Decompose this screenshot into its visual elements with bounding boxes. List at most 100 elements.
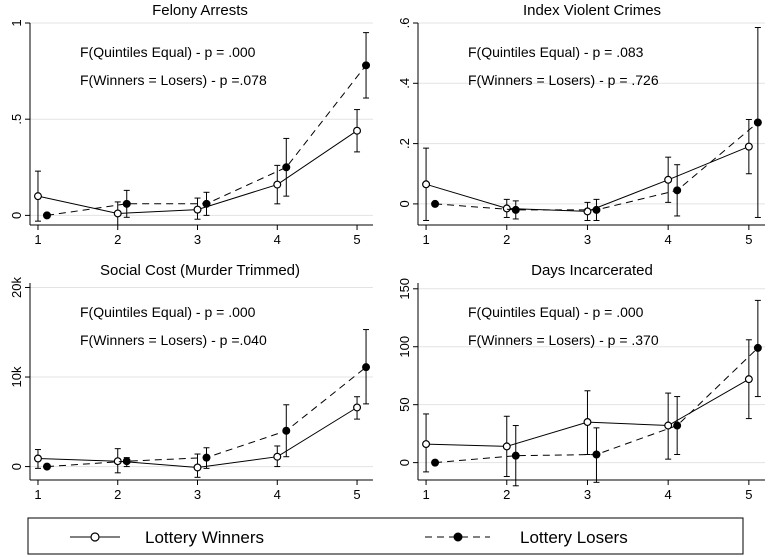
- annotation-2: F(Winners = Losers) - p =.040: [80, 332, 267, 348]
- legend-losers-marker: [453, 532, 463, 542]
- panel-2: Index Violent Crimes 0 .2 .4 .6 1 2 3 4 5 F(Quinti…: [397, 2, 765, 247]
- legend-box: [27, 517, 744, 555]
- y-tick-label: 20k: [9, 277, 24, 298]
- series-losers: [431, 27, 762, 221]
- data-point: [353, 126, 362, 135]
- data-point: [592, 450, 601, 459]
- data-point: [583, 207, 592, 216]
- data-point: [122, 457, 131, 466]
- y-tick-label: 0: [397, 459, 412, 466]
- series-losers: [431, 299, 762, 487]
- data-point: [511, 451, 520, 460]
- legend-winners-marker: [90, 532, 100, 542]
- data-point: [502, 442, 511, 451]
- series-line: [435, 122, 759, 211]
- annotation-2: F(Winners = Losers) - p = .726: [468, 72, 659, 88]
- y-tick-label: 1: [9, 19, 24, 26]
- data-point: [511, 205, 520, 214]
- y-tick-label: .4: [397, 78, 412, 89]
- data-point: [673, 421, 682, 430]
- data-point: [422, 180, 431, 189]
- x-tick-label: 5: [353, 487, 360, 502]
- x-tick-label: 2: [114, 232, 121, 247]
- x-tick-label: 3: [194, 487, 201, 502]
- data-point: [362, 363, 371, 372]
- y-tick-label: .6: [397, 18, 412, 29]
- x-tick-label: 3: [194, 232, 201, 247]
- data-point: [502, 204, 511, 213]
- y-tick-label: 10k: [9, 366, 24, 387]
- series-losers: [42, 32, 371, 220]
- x-tick-label: 4: [665, 487, 672, 502]
- panel-3: Social Cost (Murder Trimmed) 0 10k 20k 1 2 3 4 5…: [9, 262, 373, 502]
- legend: Lottery Winners Lottery Losers: [27, 517, 744, 555]
- annotation-2: F(Winners = Losers) - p = .370: [468, 332, 659, 348]
- annotation-2: F(Winners = Losers) - p =.078: [80, 72, 267, 88]
- panel-title: Index Violent Crimes: [523, 2, 661, 19]
- data-point: [273, 452, 282, 461]
- data-point: [113, 209, 122, 218]
- panel-4: Days Incarcerated 0 50 100 150 1 2 3 4 5 F(Quintil…: [397, 262, 765, 502]
- data-point: [744, 375, 753, 384]
- y-tick-label: 150: [397, 278, 412, 300]
- data-point: [273, 180, 282, 189]
- x-tick-label: 1: [34, 487, 41, 502]
- y-tick-label: 50: [397, 397, 412, 411]
- legend-losers-label: Lottery Losers: [520, 528, 628, 547]
- series-losers: [42, 329, 371, 471]
- x-tick-label: 2: [114, 487, 121, 502]
- panel-title: Felony Arrests: [152, 2, 248, 19]
- legend-winners-label: Lottery Winners: [145, 528, 264, 547]
- y-tick-label: .2: [397, 138, 412, 149]
- data-point: [42, 211, 51, 220]
- y-tick-label: 0: [9, 463, 24, 470]
- panel-title: Days Incarcerated: [531, 262, 653, 279]
- data-point: [753, 118, 762, 127]
- y-tick-label: 0: [9, 212, 24, 219]
- x-tick-label: 1: [422, 487, 429, 502]
- data-point: [202, 453, 211, 462]
- x-tick-label: 5: [745, 232, 752, 247]
- data-point: [362, 61, 371, 70]
- x-tick-label: 5: [745, 487, 752, 502]
- data-point: [753, 343, 762, 352]
- data-point: [664, 421, 673, 430]
- series-winners: [422, 118, 753, 221]
- chart-panels: Felony Arrests 0 .5 1 1 2 3 4 5 F(Quintiles Equal…: [9, 2, 765, 502]
- panel-title: Social Cost (Murder Trimmed): [100, 262, 300, 279]
- y-tick-label: .5: [9, 114, 24, 125]
- data-point: [282, 163, 291, 172]
- x-tick-label: 1: [34, 232, 41, 247]
- annotation-1: F(Quintiles Equal) - p = .083: [468, 44, 644, 60]
- series-winners: [422, 339, 753, 478]
- data-point: [282, 426, 291, 435]
- data-point: [673, 186, 682, 195]
- x-tick-label: 4: [665, 232, 672, 247]
- data-point: [193, 463, 202, 472]
- data-point: [193, 205, 202, 214]
- x-tick-label: 2: [503, 487, 510, 502]
- annotation-1: F(Quintiles Equal) - p = .000: [468, 304, 644, 320]
- y-tick-label: 100: [397, 336, 412, 358]
- data-point: [744, 142, 753, 151]
- data-point: [592, 205, 601, 214]
- series-winners: [33, 109, 362, 226]
- series-line: [425, 146, 750, 212]
- x-tick-label: 2: [503, 232, 510, 247]
- data-point: [33, 192, 42, 201]
- data-point: [353, 403, 362, 412]
- x-tick-label: 3: [584, 232, 591, 247]
- x-tick-label: 4: [274, 487, 281, 502]
- data-point: [42, 462, 51, 471]
- data-point: [122, 199, 131, 208]
- data-point: [431, 458, 440, 467]
- y-tick-label: 0: [397, 200, 412, 207]
- data-point: [431, 199, 440, 208]
- x-tick-label: 5: [353, 232, 360, 247]
- data-point: [664, 175, 673, 184]
- data-point: [202, 199, 211, 208]
- x-tick-label: 3: [584, 487, 591, 502]
- x-tick-label: 1: [422, 232, 429, 247]
- annotation-1: F(Quintiles Equal) - p = .000: [80, 44, 256, 60]
